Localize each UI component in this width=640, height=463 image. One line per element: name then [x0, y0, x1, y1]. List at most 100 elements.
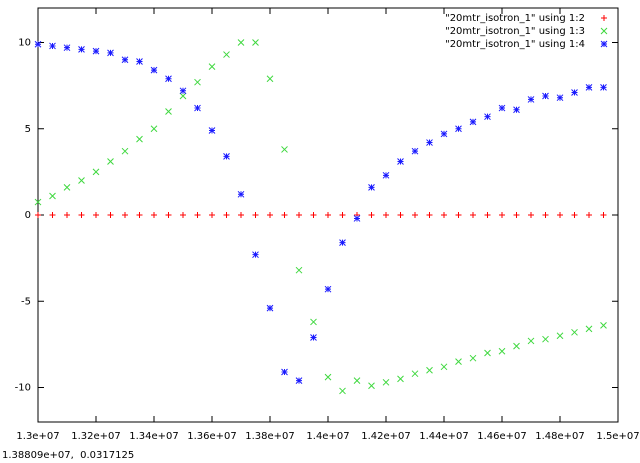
data-point [513, 342, 520, 350]
data-point [310, 318, 317, 326]
data-point [411, 370, 419, 378]
data-point [295, 266, 303, 274]
data-point [165, 108, 172, 115]
x-tick-label: 1.5e+07 [596, 431, 639, 442]
x-tick-label: 1.48e+07 [535, 431, 585, 442]
data-point [600, 83, 607, 91]
data-point [527, 96, 535, 103]
x-tick-label: 1.4e+07 [306, 431, 349, 442]
data-point [266, 304, 274, 312]
data-point [78, 212, 85, 218]
data-point [310, 334, 317, 341]
legend-marker [600, 40, 608, 48]
data-point [296, 212, 302, 218]
data-point [194, 212, 201, 218]
data-point [121, 147, 129, 155]
data-point [325, 212, 331, 218]
data-point [368, 212, 375, 218]
data-point [339, 239, 346, 246]
data-point [542, 335, 549, 343]
data-point [208, 63, 216, 71]
legend-label: "20mtr_isotron_1" using 1:4 [445, 39, 585, 50]
data-point [281, 212, 288, 218]
data-point [368, 382, 375, 390]
data-point [441, 212, 447, 218]
data-point [237, 190, 245, 198]
data-point [571, 212, 578, 218]
x-tick-label: 1.36e+07 [187, 431, 237, 442]
data-point [353, 215, 361, 222]
y-tick-label: 10 [18, 38, 31, 49]
data-point [180, 212, 186, 218]
data-point [324, 373, 332, 381]
data-point [382, 171, 390, 179]
y-tick-label: -10 [15, 383, 31, 394]
x-tick-label: 1.42e+07 [361, 431, 411, 442]
data-point [455, 125, 462, 133]
x-tick-label: 1.38e+07 [245, 431, 295, 442]
data-point [179, 87, 187, 95]
data-point [136, 58, 143, 65]
data-point [397, 375, 404, 383]
data-point [600, 322, 607, 329]
data-point [34, 40, 42, 48]
legend-marker [600, 27, 608, 35]
data-point [484, 349, 491, 357]
data-point [513, 212, 520, 218]
data-point [527, 337, 535, 345]
data-point [238, 212, 244, 218]
data-point [136, 135, 143, 143]
data-point [136, 212, 143, 218]
data-point [223, 51, 230, 58]
data-point [78, 46, 85, 53]
data-point [412, 212, 418, 218]
data-point [542, 212, 549, 218]
data-point [35, 212, 41, 218]
y-tick-label: 5 [25, 124, 31, 135]
data-point [165, 212, 172, 218]
data-point [585, 325, 593, 333]
data-point [150, 125, 158, 133]
data-point [368, 184, 375, 191]
data-point [411, 147, 419, 155]
data-point [179, 92, 187, 100]
data-point [426, 139, 433, 146]
data-point [194, 104, 201, 112]
data-point [440, 363, 448, 371]
data-point [194, 78, 201, 86]
data-point [49, 212, 56, 218]
data-point [281, 368, 288, 376]
data-point [455, 212, 462, 218]
data-point [382, 378, 390, 386]
data-point [252, 39, 259, 46]
data-point [63, 44, 71, 52]
x-tick-label: 1.44e+07 [419, 431, 469, 442]
data-point [281, 146, 288, 153]
data-point [209, 212, 215, 218]
data-point [49, 42, 56, 50]
data-point [165, 75, 172, 83]
data-point [151, 212, 157, 218]
data-point [208, 127, 216, 134]
data-point [353, 377, 361, 384]
data-point [93, 212, 99, 218]
data-point [484, 113, 491, 121]
data-point [339, 212, 346, 218]
data-point [223, 212, 230, 218]
data-point [107, 49, 114, 57]
data-point [397, 158, 404, 165]
x-tick-label: 1.46e+07 [477, 431, 527, 442]
data-point [295, 377, 303, 384]
legend-label: "20mtr_isotron_1" using 1:2 [445, 13, 585, 24]
data-point [499, 212, 505, 218]
data-point [542, 92, 549, 100]
x-tick-label: 1.32e+07 [71, 431, 121, 442]
data-point [469, 118, 477, 126]
data-point [440, 130, 448, 138]
data-point [513, 106, 520, 114]
data-point [107, 158, 114, 165]
data-point [324, 285, 332, 293]
data-point [237, 39, 245, 46]
